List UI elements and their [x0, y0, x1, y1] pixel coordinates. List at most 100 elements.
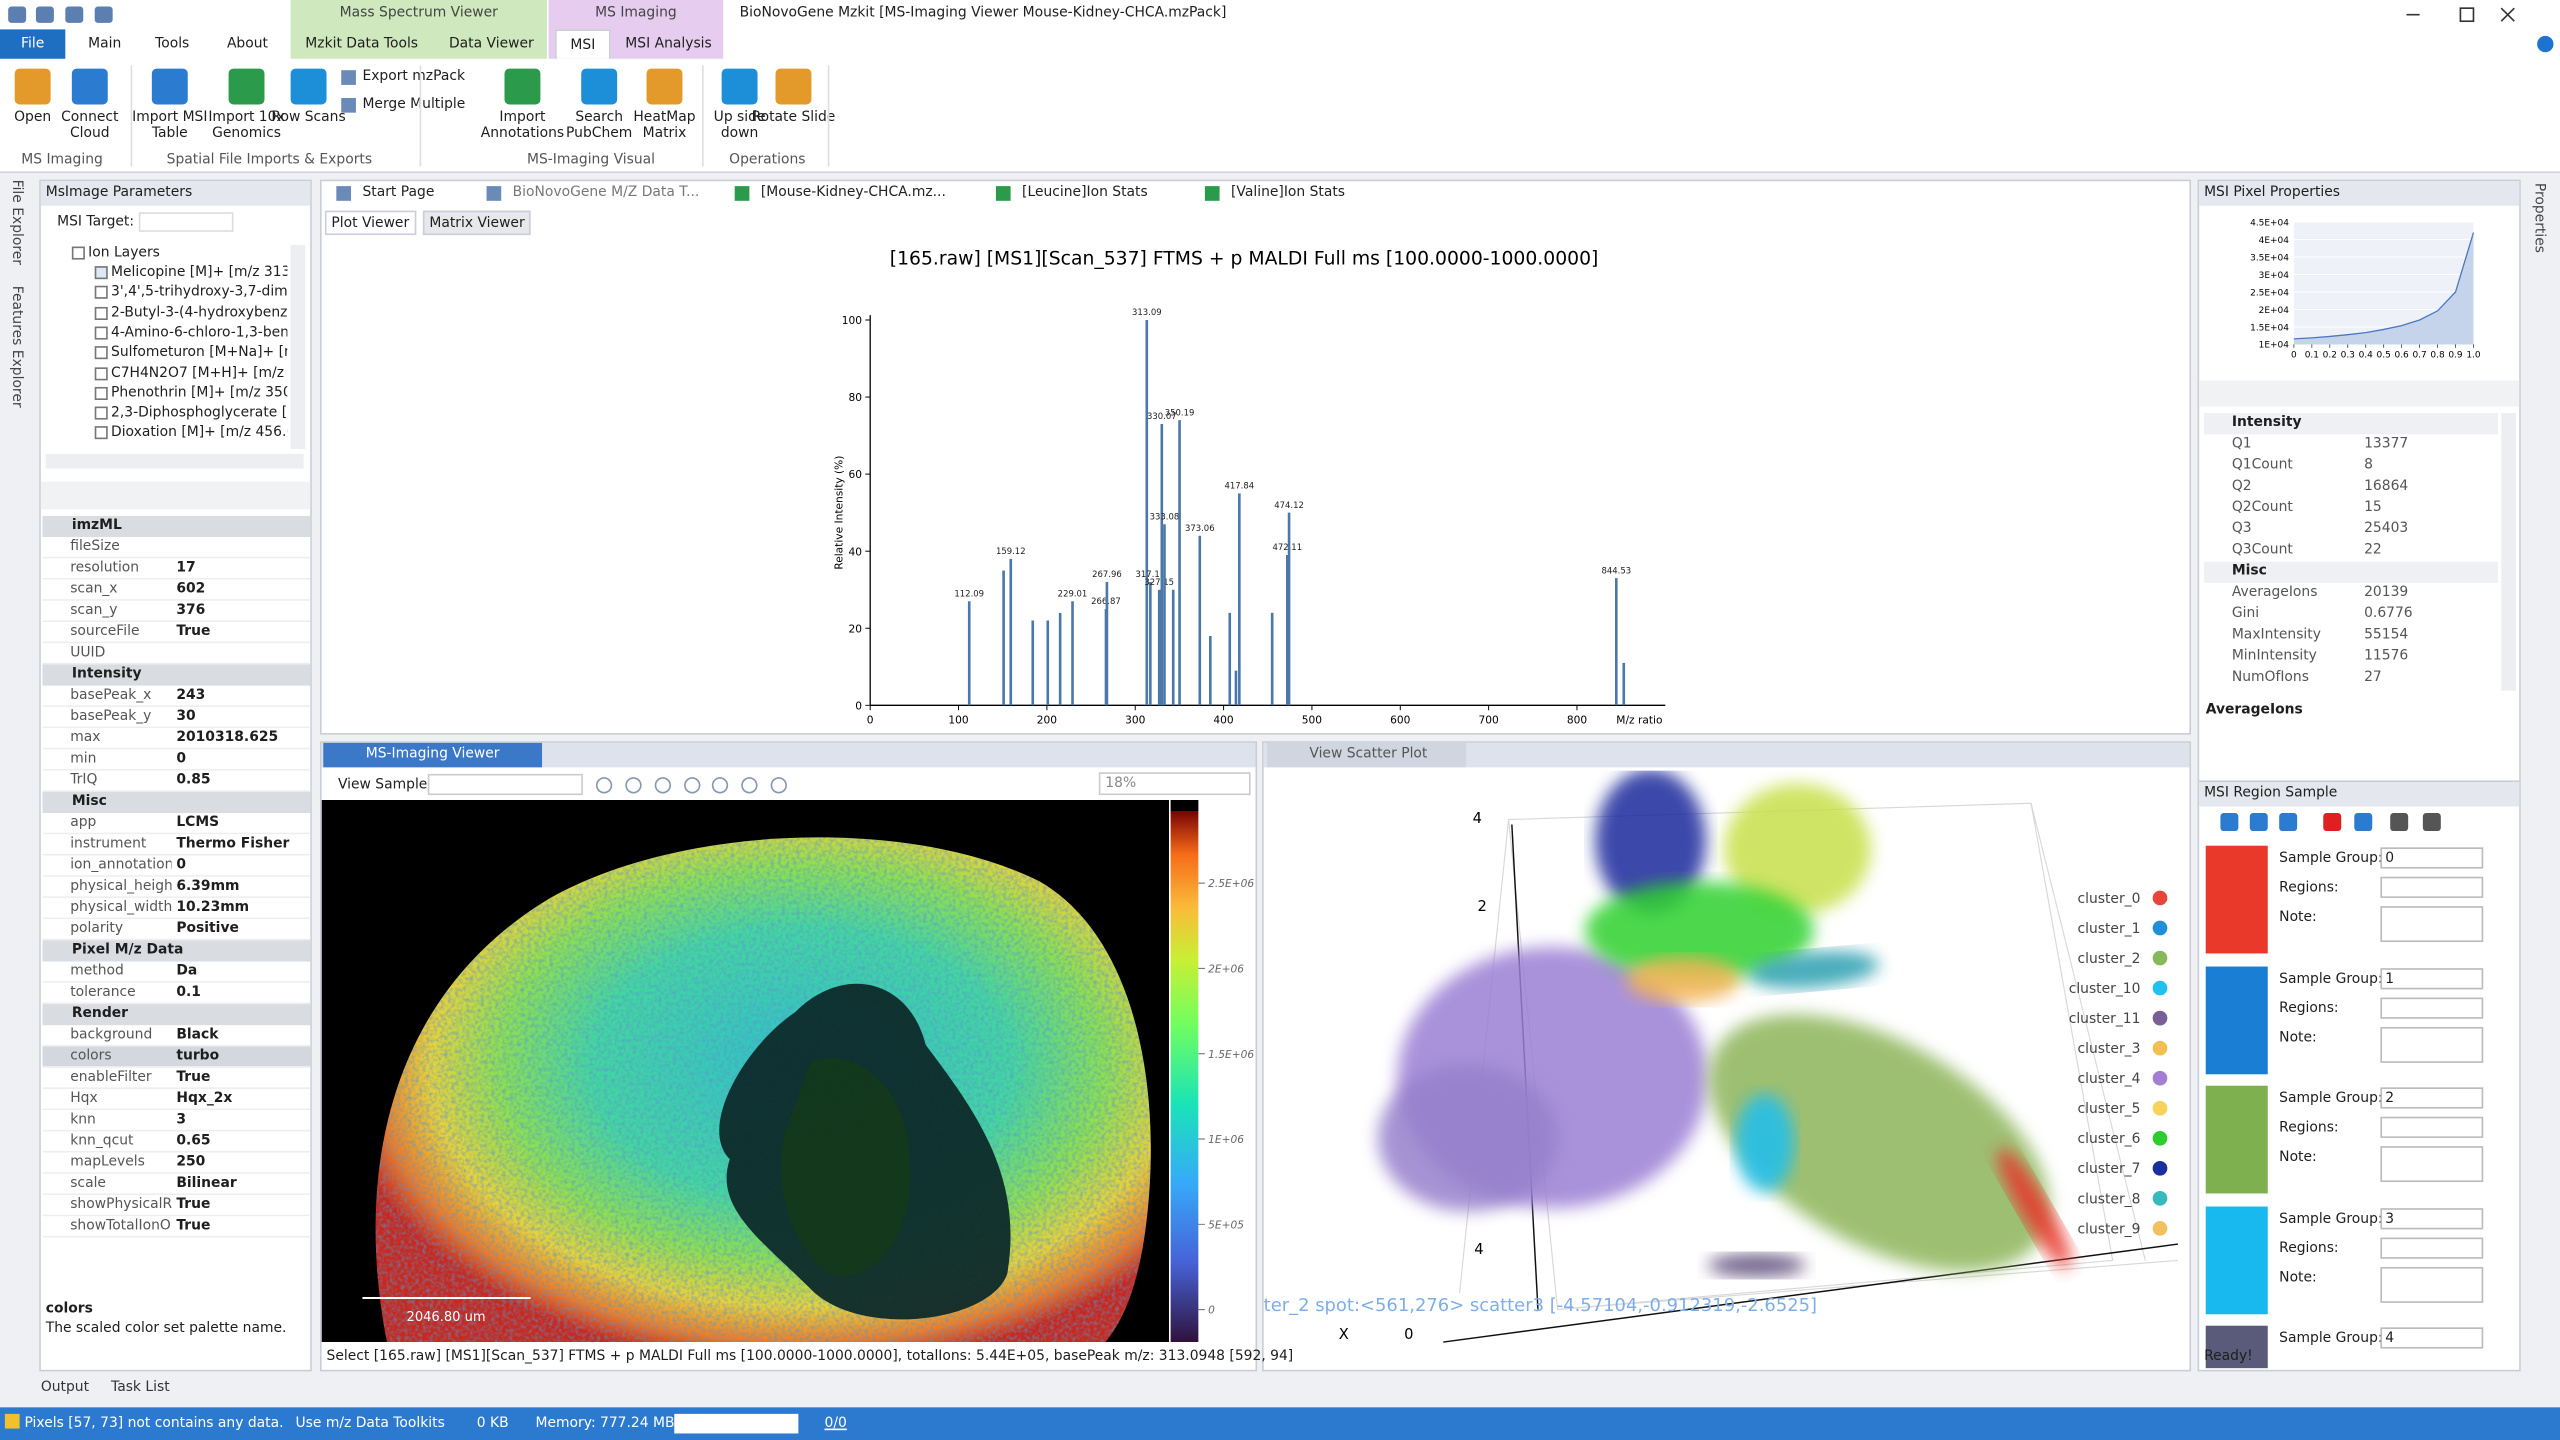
doc-tab-icon[interactable] [1204, 186, 1220, 201]
ribbon-tab[interactable]: Mzkit Data Tools [305, 35, 419, 53]
ion-checkbox[interactable] [94, 346, 108, 360]
region-tool[interactable] [2279, 813, 2298, 832]
region-tool[interactable] [2422, 813, 2441, 832]
ion-layer[interactable]: Melicopine [M]+ [m/z 313.095 [111, 264, 287, 281]
ribbon-button[interactable]: Open [14, 109, 52, 126]
doc-tab-icon[interactable] [336, 186, 352, 201]
toolbar-icon[interactable] [625, 777, 642, 794]
ion-layer[interactable]: 3',4',5-trihydroxy-3,7-dimeth [111, 284, 288, 301]
ribbon-tab[interactable]: Tools [155, 35, 190, 53]
ribbon-button-icon[interactable] [290, 68, 327, 105]
doc-tab[interactable]: [Leucine]Ion Stats [1022, 184, 1148, 201]
region-input[interactable] [2380, 1146, 2484, 1183]
scatter-tab[interactable]: View Scatter Plot [1266, 742, 1467, 768]
zoom-combo[interactable]: 18% [1098, 772, 1251, 796]
ribbon-small-icon[interactable] [341, 70, 356, 85]
ribbon-small-button[interactable]: Merge Multiple [362, 96, 466, 113]
close-button[interactable] [2500, 7, 2515, 22]
ribbon-button[interactable]: Rotate Slide [751, 109, 836, 126]
property-value[interactable]: 6.39mm [176, 878, 240, 895]
plot-tab[interactable]: Matrix Viewer [422, 210, 532, 236]
property-value[interactable]: LCMS [176, 814, 220, 832]
tree-hscroll[interactable] [45, 453, 304, 469]
ion-checkbox[interactable] [94, 306, 108, 320]
side-tab[interactable]: Properties [2530, 182, 2547, 254]
region-tool[interactable] [2354, 813, 2373, 832]
tree-scrollbar[interactable] [290, 244, 306, 449]
ion-layer[interactable]: Dioxation [M]+ [m/z 456.008 [111, 425, 287, 442]
property-value[interactable]: True [176, 1217, 211, 1235]
ion-layer[interactable]: Phenothrin [M]+ [m/z 350.18 [111, 384, 287, 402]
ion-checkbox[interactable] [94, 366, 108, 380]
ion-layer[interactable]: C7H4N2O7 [M+H]+ [m/z 229 [111, 364, 287, 382]
quick-access-icon[interactable] [35, 6, 54, 23]
ribbon-button-icon[interactable] [14, 68, 51, 105]
property-value[interactable]: 17 [176, 560, 196, 577]
ribbon-button-icon[interactable] [504, 68, 541, 105]
toolbar-icon[interactable] [711, 777, 729, 794]
region-input[interactable] [2380, 1236, 2484, 1258]
toolbar-icon[interactable] [654, 777, 672, 794]
plot-tab[interactable]: Plot Viewer [324, 210, 416, 236]
property-value[interactable]: Positive [176, 920, 239, 938]
ion-layer[interactable]: 4-Amino-6-chloro-1,3-benzen [111, 324, 287, 342]
ribbon-button[interactable]: Import Annotations [480, 109, 565, 143]
ion-layer[interactable]: Sulfometuron [M+Na]+ [m/z [111, 344, 287, 362]
target-input[interactable] [138, 212, 234, 232]
ribbon-tab[interactable]: Main [88, 35, 122, 53]
region-color[interactable] [2205, 965, 2268, 1074]
ion-checkbox[interactable] [94, 326, 108, 340]
property-value[interactable]: Bilinear [176, 1175, 237, 1192]
doc-tab[interactable]: Start Page [362, 184, 435, 201]
region-input[interactable] [2380, 996, 2484, 1018]
ribbon-small-icon[interactable] [341, 97, 356, 113]
tree-root[interactable]: Ion Layers [88, 244, 160, 262]
ribbon-tab[interactable]: MSI Analysis [625, 35, 712, 53]
region-input[interactable]: 0 [2380, 847, 2484, 869]
ion-checkbox[interactable] [94, 286, 108, 300]
region-input[interactable]: 3 [2380, 1207, 2484, 1229]
msi-tab[interactable]: MS-Imaging Viewer [323, 742, 543, 768]
restore-button[interactable] [2459, 7, 2475, 23]
ribbon-tab[interactable]: File [0, 29, 66, 59]
region-input[interactable] [2380, 1116, 2484, 1138]
quick-access-icon[interactable] [65, 6, 84, 23]
region-input[interactable] [2380, 906, 2484, 943]
bottom-tab[interactable]: Task List [111, 1379, 170, 1396]
region-input[interactable] [2380, 876, 2484, 898]
property-value[interactable]: 3 [176, 1111, 186, 1129]
ribbon-button[interactable]: Connect Cloud [61, 109, 119, 143]
grid-scrollbar[interactable] [2501, 413, 2516, 691]
property-value[interactable]: 0.1 [176, 984, 201, 1001]
region-input[interactable]: 4 [2380, 1327, 2484, 1349]
property-value[interactable]: 10.23mm [176, 899, 250, 916]
side-tab[interactable]: File Explorer [8, 179, 25, 266]
ion-checkbox[interactable] [94, 386, 108, 400]
status-item[interactable]: 0/0 [824, 1415, 847, 1432]
property-value[interactable]: 0.85 [176, 772, 211, 789]
region-color[interactable] [2205, 1205, 2268, 1314]
doc-tab-icon[interactable] [486, 186, 502, 201]
toolbar-icon[interactable] [684, 777, 701, 794]
doc-tab[interactable]: [Mouse-Kidney-CHCA.mz... [760, 184, 946, 201]
property-value[interactable]: 376 [176, 602, 206, 619]
property-value[interactable]: True [176, 1069, 211, 1086]
ribbon-button[interactable]: HeatMap Matrix [633, 109, 696, 143]
property-value[interactable]: Hqx_2x [176, 1090, 233, 1107]
quick-access-icon[interactable] [94, 6, 113, 23]
property-value[interactable]: True [176, 1196, 211, 1214]
ion-checkbox[interactable] [94, 266, 108, 280]
property-value[interactable]: 0 [176, 857, 186, 874]
tree-checkbox[interactable] [71, 246, 85, 260]
ribbon-tab[interactable]: About [226, 35, 268, 53]
ribbon-button-icon[interactable] [151, 68, 188, 105]
ribbon-button[interactable]: Import 10x Genomics [208, 109, 285, 143]
bottom-tab[interactable]: Output [40, 1379, 90, 1396]
ribbon-tab[interactable]: MSI [555, 29, 611, 59]
help-button[interactable] [2537, 35, 2554, 53]
ribbon-button-icon[interactable] [646, 68, 683, 105]
toolbar-icon[interactable] [770, 777, 787, 794]
ribbon-button-icon[interactable] [775, 68, 812, 105]
region-tool[interactable] [2220, 813, 2239, 832]
ribbon-button[interactable]: Search PubChem [566, 109, 633, 143]
